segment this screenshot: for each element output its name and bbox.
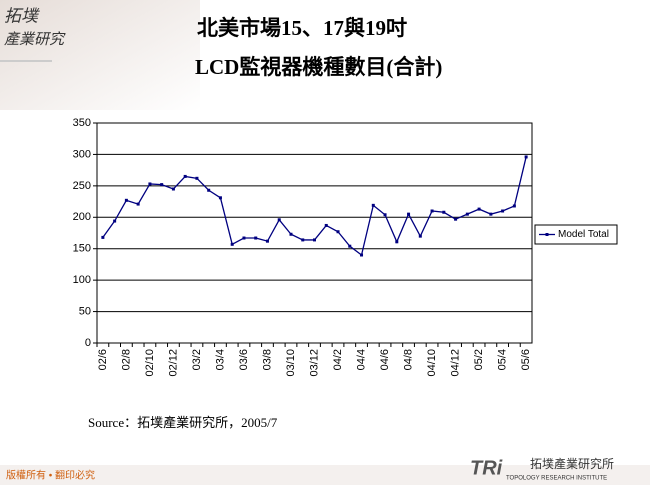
point (242, 236, 246, 240)
x-tick-label: 02/8 (120, 349, 132, 370)
point (465, 212, 469, 216)
point (301, 238, 305, 242)
point (418, 234, 422, 238)
point (477, 207, 481, 211)
legend-box (534, 224, 618, 245)
point (254, 236, 258, 240)
y-tick-label: 150 (73, 243, 91, 255)
x-tick-label: 04/4 (355, 349, 367, 370)
point (489, 212, 493, 216)
point (230, 242, 234, 246)
brand-mark: TRi (470, 457, 503, 479)
logo-underline (0, 60, 52, 62)
plot-frame (96, 122, 533, 344)
x-tick-label: 04/2 (332, 349, 344, 370)
x-tick-label: 02/12 (167, 349, 179, 377)
corner-decoration (0, 0, 200, 110)
x-tick-label: 03/10 (285, 349, 297, 377)
x-tick-label: 04/10 (426, 349, 438, 377)
point (207, 188, 211, 192)
chart-title: 北美市場15、17與19吋 (197, 16, 407, 40)
x-tick-label: 04/8 (402, 349, 414, 370)
x-tick-label: 03/12 (308, 349, 320, 377)
x-tick-label: 03/8 (261, 349, 273, 370)
point (336, 230, 340, 234)
point (501, 209, 505, 213)
x-tick-label: 05/6 (520, 349, 532, 370)
y-tick-label: 350 (73, 117, 91, 129)
legend-label: Model Total (558, 229, 609, 240)
x-tick-label: 03/2 (191, 349, 203, 370)
point (277, 218, 281, 222)
y-tick-label: 100 (73, 274, 91, 286)
x-tick-label: 05/4 (497, 349, 509, 370)
point (395, 240, 399, 244)
source-note: Source：拓墣產業研究所，2005/7 (88, 415, 278, 430)
point (183, 174, 187, 178)
point (512, 204, 516, 208)
x-tick-label: 02/6 (97, 349, 109, 370)
point (171, 187, 175, 191)
point (360, 253, 364, 257)
point (124, 198, 128, 202)
y-tick-label: 0 (85, 337, 91, 349)
point (313, 238, 316, 242)
y-tick-label: 50 (79, 305, 91, 317)
logo-top: 拓墣 (4, 7, 40, 27)
point (148, 182, 152, 186)
logo-bottom: 產業研究 (4, 30, 66, 48)
x-tick-label: 04/6 (379, 349, 391, 370)
brand-name: 拓墣產業研究所 (530, 456, 614, 471)
point (160, 183, 164, 187)
legend-marker (545, 233, 549, 236)
x-tick-label: 03/4 (214, 349, 226, 370)
x-tick-label: 02/10 (144, 349, 156, 377)
point (218, 196, 222, 200)
footer-bar (0, 465, 650, 485)
point (265, 239, 269, 243)
point (101, 235, 105, 239)
y-tick-label: 250 (73, 180, 91, 192)
point (407, 212, 411, 216)
y-tick-label: 300 (73, 148, 91, 160)
footer-text: 版權所有 • 翻印必究 (6, 469, 95, 482)
point (430, 209, 434, 213)
point (289, 232, 293, 236)
point (442, 210, 446, 214)
point (383, 213, 387, 217)
point (136, 202, 140, 206)
y-tick-label: 200 (73, 211, 91, 223)
point (113, 219, 117, 223)
chart-title: LCD監視器機種數目(合計) (195, 55, 442, 79)
x-tick-label: 05/2 (473, 349, 485, 370)
point (371, 203, 375, 207)
x-tick-label: 04/12 (449, 349, 461, 377)
x-tick-label: 03/6 (238, 349, 250, 370)
point (454, 217, 458, 221)
point (195, 176, 199, 180)
brand-english: TOPOLOGY RESEARCH INSTITUTE (506, 476, 607, 482)
point (524, 155, 528, 159)
point (348, 244, 352, 248)
point (324, 223, 328, 227)
